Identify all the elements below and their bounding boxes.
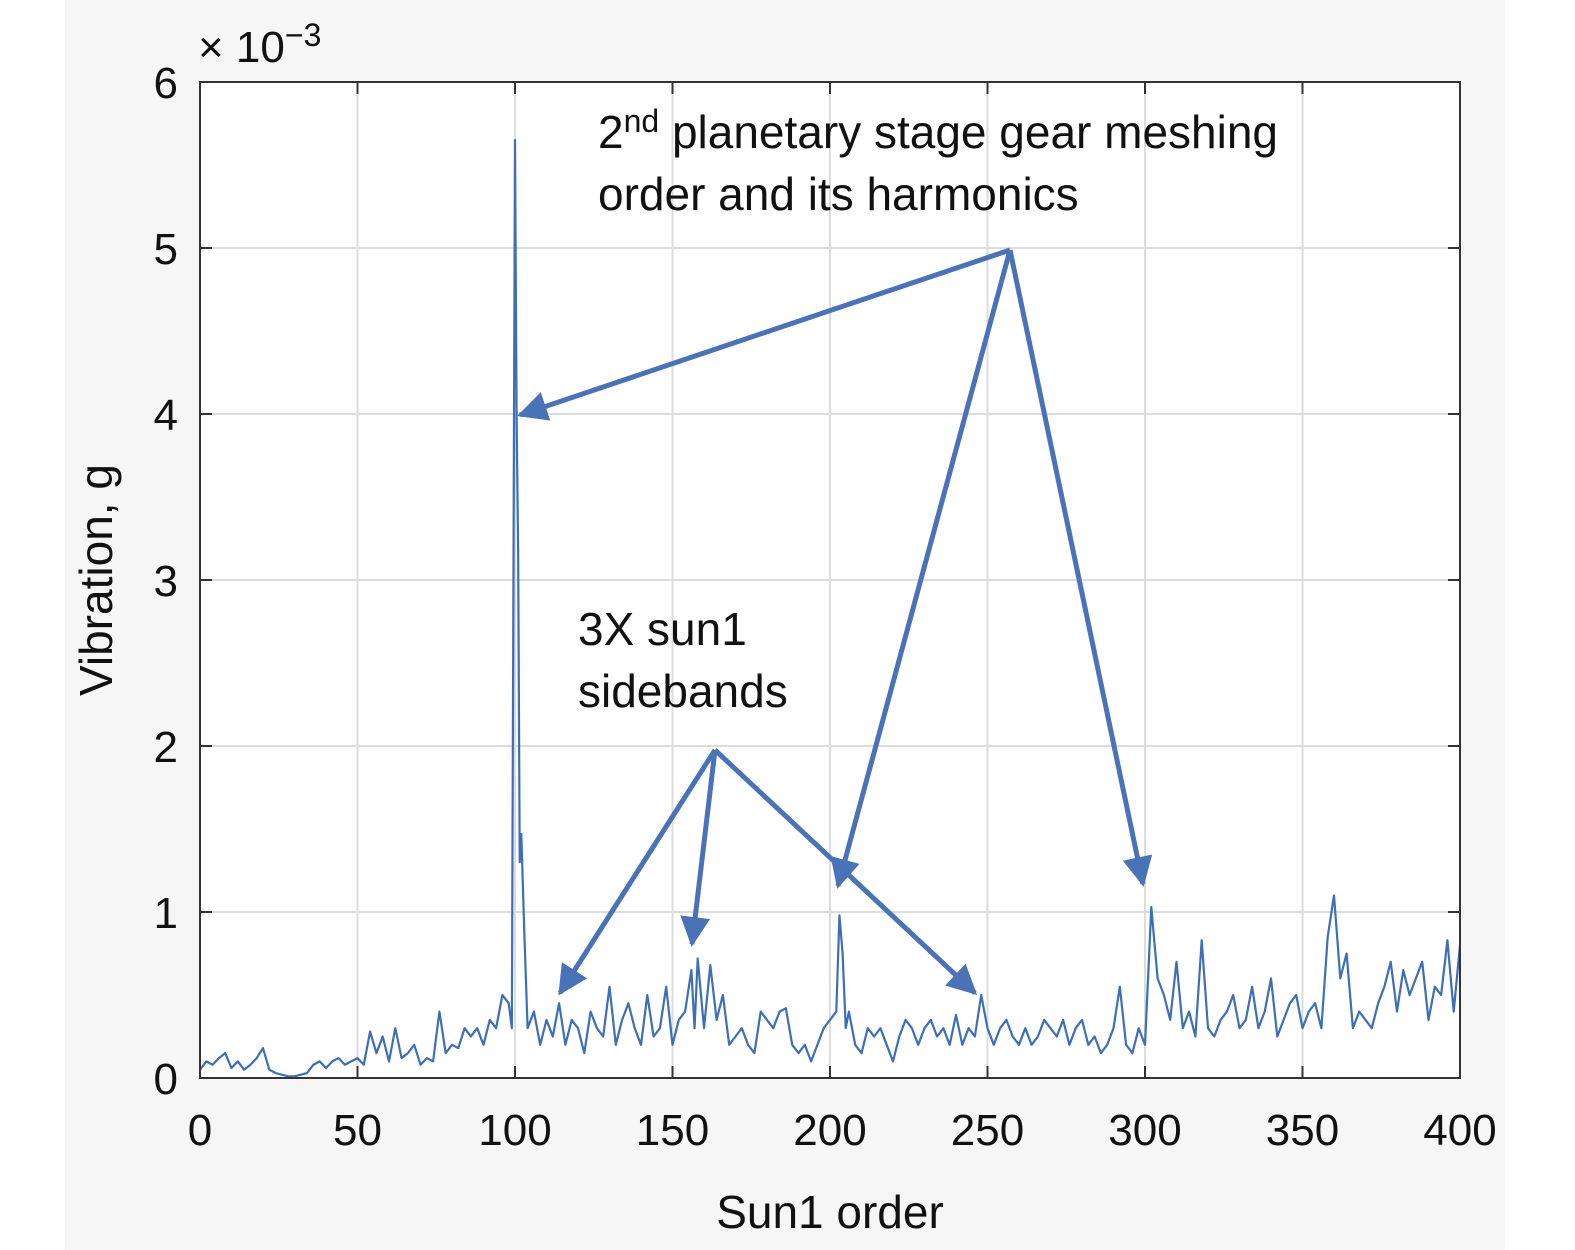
annotation-arrow [517,247,1011,421]
x-tick-label: 50 [333,1106,382,1155]
annotation-text: order and its harmonics [598,168,1079,220]
annotation-arrow [713,748,978,996]
x-tick-label: 200 [793,1106,866,1155]
x-tick-label: 400 [1423,1106,1496,1155]
multiplier-exponent: −3 [285,17,321,53]
x-tick-label: 0 [188,1106,212,1155]
annotation-text: planetary stage gear meshing [659,106,1278,158]
annotation-text: nd [624,103,660,139]
multiplier-base: × 10 [198,23,285,72]
annotation-arrow [830,249,1013,889]
annotation-arrow [557,748,718,996]
annotation-arrow [1007,249,1153,887]
x-tick-label: 300 [1108,1106,1181,1155]
y-tick-label: 1 [154,889,178,938]
annotation-arrow [680,749,718,947]
marks [199,139,1462,1078]
spectrum-line [199,139,1462,1078]
y-multiplier: × 10−3 [198,17,321,72]
y-axis-label: Vibration, g [70,464,122,696]
y-tick-label: 5 [154,225,178,274]
x-tick-label: 150 [636,1106,709,1155]
y-tick-label: 4 [154,391,178,440]
y-tick-label: 2 [154,723,178,772]
annotation: 2nd planetary stage gear meshing order an… [598,103,1278,220]
x-tick-label: 100 [478,1106,551,1155]
x-tick-label: 250 [951,1106,1024,1155]
annotation-text: 3X sun1 [578,603,747,655]
labels: 0 50 100 150 200 250 300 350 400 0 1 2 3 4 5 6 Sun1 orde… [70,17,1497,1238]
y-tick-label: 6 [154,59,178,108]
y-tick-label: 0 [154,1055,178,1104]
x-tick-label: 350 [1266,1106,1339,1155]
annotation: 3X sun1 sidebands [578,603,788,717]
y-tick-label: 3 [154,557,178,606]
annotation-text: sidebands [578,665,788,717]
x-axis-label: Sun1 order [716,1186,944,1238]
annotations: 2nd planetary stage gear meshing order an… [517,103,1278,996]
annotation-text: 2 [598,106,624,158]
